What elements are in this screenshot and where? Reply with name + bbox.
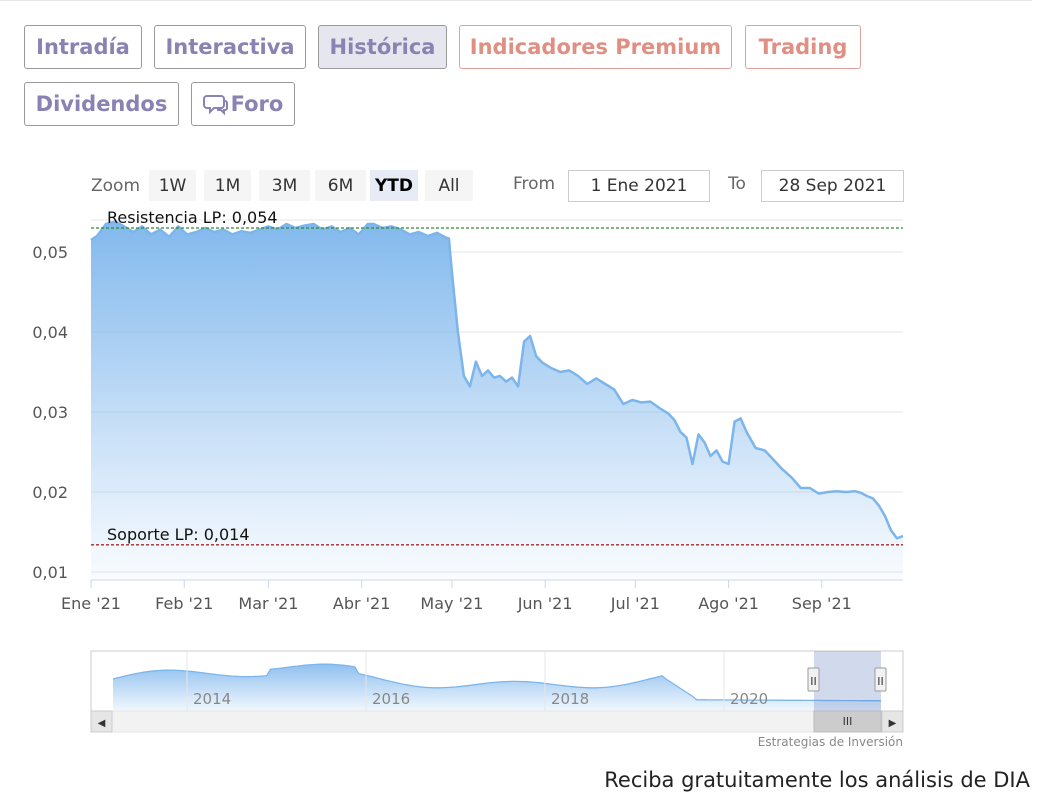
scrollbar[interactable]: ◀ III ▶: [90, 710, 904, 733]
tab-interactiva[interactable]: Interactiva: [154, 25, 306, 69]
x-tick-label: Feb '21: [155, 594, 213, 613]
scrollbar-track[interactable]: [90, 710, 904, 733]
x-tick-label: Sep '21: [792, 594, 852, 613]
y-tick-label: 0,02: [32, 483, 68, 502]
tab-label: Trading: [758, 35, 848, 59]
x-tick-label: May '21: [420, 594, 483, 613]
navigator-mask[interactable]: [814, 651, 881, 711]
x-tick-label: Jul '21: [610, 594, 660, 613]
handle-grip: II: [810, 675, 817, 688]
navigator-year-label: 2018: [551, 690, 589, 708]
tab-label: Foro: [230, 92, 284, 116]
y-tick-label: 0,04: [32, 323, 68, 342]
scroll-left-button[interactable]: [90, 710, 113, 733]
x-tick-label: Ene '21: [61, 594, 121, 613]
to-label: To: [728, 174, 746, 194]
x-tick-label: Mar '21: [238, 594, 298, 613]
thumb-grip: III: [843, 715, 853, 728]
x-tick-label: Jun '21: [517, 594, 573, 613]
tab-label: Dividendos: [35, 92, 168, 116]
tab-trading[interactable]: Trading: [745, 25, 861, 69]
tab-intradia[interactable]: Intradía: [24, 25, 142, 69]
from-label: From: [513, 174, 556, 194]
tab-dividendos[interactable]: Dividendos: [24, 82, 179, 126]
plot-lines: Resistencia LP: 0,054 Soporte LP: 0,014: [91, 208, 903, 546]
navigator-right-handle[interactable]: II: [874, 667, 887, 692]
chart-credit[interactable]: Estrategias de Inversión: [757, 735, 903, 749]
scrollbar-thumb[interactable]: [813, 710, 882, 733]
zoom-label: Zoom: [91, 176, 141, 196]
to-date-input[interactable]: 28 Sep 2021: [761, 170, 904, 202]
from-date-input[interactable]: 1 Ene 2021: [568, 170, 710, 202]
y-axis-labels: 0,05 0,04 0,03 0,02 0,01: [32, 243, 68, 582]
zoom-1m-button[interactable]: 1M: [204, 170, 251, 201]
navigator[interactable]: 2014 2016 2018 2020 II II: [90, 650, 904, 712]
cta-text[interactable]: Reciba gratuitamente los análisis de DIA: [604, 768, 1030, 792]
x-tick-label: Abr '21: [333, 594, 391, 613]
y-tick-label: 0,01: [32, 563, 68, 582]
navigator-left-handle[interactable]: II: [807, 667, 820, 692]
navigator-line: [112, 663, 882, 702]
tab-indicadores-premium[interactable]: Indicadores Premium: [459, 25, 732, 69]
scroll-right-button[interactable]: [881, 710, 904, 733]
tab-label: Indicadores Premium: [469, 35, 722, 59]
tab-label: Interactiva: [165, 35, 295, 59]
navigator-year-labels: 2014 2016 2018 2020: [186, 651, 768, 711]
handle-grip: II: [877, 675, 884, 688]
zoom-3m-button[interactable]: 3M: [259, 170, 310, 201]
zoom-ytd-button[interactable]: YTD: [370, 170, 418, 201]
plot-line-label: Soporte LP: 0,014: [107, 525, 250, 544]
navigator-area: [113, 664, 881, 711]
speech-bubble-icon: [202, 92, 229, 116]
zoom-all-button[interactable]: All: [425, 170, 473, 201]
x-tick-label: Ago '21: [698, 594, 759, 613]
y-tick-label: 0,05: [32, 243, 68, 262]
tab-historica[interactable]: Histórica: [318, 25, 447, 69]
y-tick-label: 0,03: [32, 403, 68, 422]
plot-line-label: Resistencia LP: 0,054: [107, 208, 278, 227]
x-axis-labels: Ene '21 Feb '21 Mar '21 Abr '21 May '21 Jun '…: [61, 580, 852, 613]
price-area: [91, 221, 903, 580]
top-divider: [0, 0, 1032, 4]
zoom-6m-button[interactable]: 6M: [315, 170, 366, 201]
tab-label: Intradía: [36, 35, 130, 59]
chevron-left-icon: ◀: [98, 718, 106, 729]
tab-foro[interactable]: Foro: [191, 82, 295, 126]
navigator-year-label: 2016: [372, 690, 410, 708]
chevron-right-icon: ▶: [889, 718, 897, 729]
navigator-year-label: 2020: [730, 690, 768, 708]
price-line: [90, 220, 904, 540]
zoom-1w-button[interactable]: 1W: [149, 170, 196, 201]
tab-label: Histórica: [329, 35, 436, 59]
navigator-year-label: 2014: [193, 690, 231, 708]
